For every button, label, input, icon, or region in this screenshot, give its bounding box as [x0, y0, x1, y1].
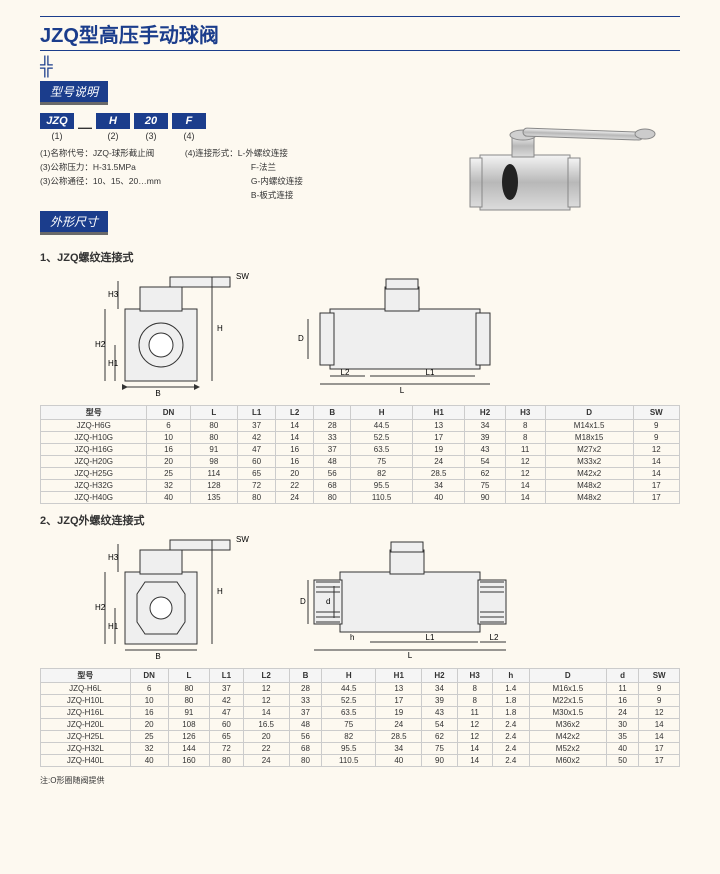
table-row: JZQ-H16G169147163763.5194311M27x212	[41, 444, 680, 456]
table-header: D	[529, 669, 606, 683]
svg-text:H3: H3	[108, 553, 119, 562]
table-row: JZQ-H40L40160802480110.54090142.4M60x250…	[41, 755, 680, 767]
table-row: JZQ-H32G3212872226895.5347514M48x217	[41, 480, 680, 492]
front-view-diagram: B SW H2 H1 H3 H	[70, 269, 260, 399]
model-token: F (4)	[172, 113, 206, 141]
side-view-diagram-2: L L1 L2 D d h	[290, 532, 530, 662]
dimension-table-2: 型号DNLL1L2BHH1H2H3hDdSW JZQ-H6L6803712284…	[40, 668, 680, 767]
table-header: L2	[243, 669, 289, 683]
svg-text:d: d	[326, 597, 330, 606]
model-token: JZQ (1)	[40, 113, 74, 141]
svg-text:L2: L2	[341, 368, 350, 377]
note-line: B-板式连接	[185, 189, 303, 201]
note-line: F-法兰	[185, 161, 303, 173]
svg-text:L1: L1	[426, 368, 435, 377]
footnote: 注:O形圈随阀提供	[40, 775, 680, 786]
table-header: H3	[457, 669, 492, 683]
dimension-table-1: 型号DNLL1L2BHH1H2H3DSW JZQ-H6G68037142844.…	[40, 405, 680, 504]
table-header: 型号	[41, 669, 131, 683]
section-model-desc: 型号说明	[40, 81, 108, 105]
table-row: JZQ-H20G209860164875245412M33x214	[41, 456, 680, 468]
svg-text:H2: H2	[95, 603, 106, 612]
table-header: 型号	[41, 406, 147, 420]
corner-ornament-icon: ╬	[40, 59, 53, 73]
svg-text:L: L	[400, 386, 405, 395]
table-header: D	[545, 406, 633, 420]
table-header: L1	[210, 669, 243, 683]
table-header: B	[289, 669, 321, 683]
table-header: L1	[238, 406, 276, 420]
table-row: JZQ-H6L68037122844.5133481.4M16x1.5119	[41, 683, 680, 695]
note-line: (3)公称通径：10、15、20…mm	[40, 175, 161, 187]
table-header: H	[322, 669, 376, 683]
svg-text:L: L	[408, 651, 413, 660]
svg-text:h: h	[350, 633, 354, 642]
table-header: d	[606, 669, 638, 683]
table-header: H2	[422, 669, 457, 683]
model-token: 20 (3)	[134, 113, 168, 141]
svg-text:B: B	[155, 389, 160, 398]
table-row: JZQ-H10G108042143352.517398M18x159	[41, 432, 680, 444]
section-dimensions: 外形尺寸	[40, 211, 108, 235]
svg-text:H2: H2	[95, 340, 106, 349]
table-header: H	[351, 406, 413, 420]
note-line: (3)公称压力：H-31.5MPa	[40, 161, 161, 173]
table-row: JZQ-H32L3214472226895.53475142.4M52x2401…	[41, 743, 680, 755]
note-line: G-内螺纹连接	[185, 175, 303, 187]
page-title: JZQ型高压手动球阀	[40, 17, 680, 50]
svg-text:D: D	[298, 334, 304, 343]
svg-text:D: D	[300, 597, 306, 606]
table-row: JZQ-H25G251146520568228.56212M42x214	[41, 468, 680, 480]
diagram-set-1: B SW H2 H1 H3 H L L1 L2 D	[70, 269, 680, 399]
front-view-diagram-2: B SW H2 H1 H3 H	[70, 532, 260, 662]
table-row: JZQ-H16L169147143763.51943111.8M30x1.524…	[41, 707, 680, 719]
svg-text:L2: L2	[490, 633, 499, 642]
table-header: SW	[633, 406, 679, 420]
side-view-diagram: L L1 L2 D	[290, 269, 510, 399]
diagram-set-2: B SW H2 H1 H3 H L L1	[70, 532, 680, 662]
table-header: L	[190, 406, 237, 420]
table-row: JZQ-H20L201086016.548752454122.4M36x2301…	[41, 719, 680, 731]
svg-text:H: H	[217, 587, 223, 596]
table-header: H1	[376, 669, 422, 683]
note-line: (1)名称代号：JZQ-球形截止阀	[40, 147, 161, 159]
table-header: L2	[276, 406, 314, 420]
table-header: SW	[639, 669, 680, 683]
table-header: B	[314, 406, 351, 420]
product-photo	[440, 100, 670, 230]
svg-text:H1: H1	[108, 359, 119, 368]
table-row: JZQ-H25L251266520568228.562122.4M42x2351…	[41, 731, 680, 743]
model-dash: —	[78, 119, 92, 135]
svg-text:B: B	[155, 652, 160, 661]
svg-text:L1: L1	[426, 633, 435, 642]
table-row: JZQ-H6G68037142844.513348M14x1.59	[41, 420, 680, 432]
svg-text:SW: SW	[236, 535, 249, 544]
svg-text:H1: H1	[108, 622, 119, 631]
table-row: JZQ-H40G40135802480110.5409014M48x217	[41, 492, 680, 504]
svg-text:H3: H3	[108, 290, 119, 299]
model-token: H (2)	[96, 113, 130, 141]
subsection-2-title: 2、JZQ外螺纹连接式	[40, 512, 680, 528]
table-header: H2	[465, 406, 505, 420]
table-row: JZQ-H10L108042123352.5173981.8M22x1.5169	[41, 695, 680, 707]
table-header: DN	[130, 669, 168, 683]
table-header: L	[168, 669, 210, 683]
svg-text:H: H	[217, 324, 223, 333]
subsection-1-title: 1、JZQ螺纹连接式	[40, 249, 680, 265]
svg-text:SW: SW	[236, 272, 249, 281]
note-line: (4)连接形式：L-外螺纹连接	[185, 147, 303, 159]
table-header: DN	[147, 406, 190, 420]
table-header: H3	[505, 406, 545, 420]
table-header: H1	[412, 406, 465, 420]
table-header: h	[492, 669, 529, 683]
